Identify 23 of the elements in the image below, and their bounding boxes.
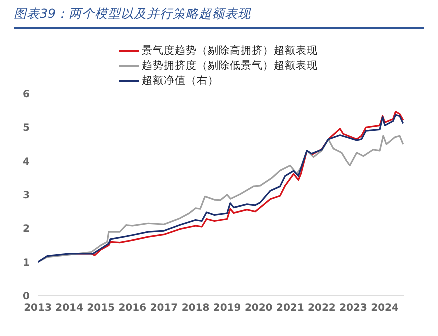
x-tick-label: 2015 [87, 303, 116, 314]
x-tick-label: 2022 [308, 303, 336, 314]
legend-label: 景气度趋势（剔除高拥挤）超额表现 [142, 44, 318, 58]
x-tick-label: 2023 [340, 303, 368, 314]
y-tick-label: 5 [23, 123, 30, 134]
legend-label: 趋势拥挤度（剔除低景气）超额表现 [142, 58, 318, 72]
y-tick-label: 3 [23, 190, 30, 202]
y-tick-label: 6 [23, 90, 30, 101]
x-tick-label: 2021 [276, 303, 304, 314]
x-tick-label: 2018 [182, 303, 210, 314]
x-tick-label: 2024 [371, 303, 400, 314]
x-tick-label: 2017 [150, 303, 178, 314]
x-tick-label: 2016 [118, 303, 147, 314]
chart-title: 图表39：两个模型以及并行策略超额表现 [14, 6, 424, 29]
legend-label: 超额净值（右） [142, 74, 219, 88]
x-tick-label: 2013 [24, 303, 52, 314]
y-tick-label: 0 [23, 292, 30, 303]
x-tick-label: 2014 [56, 303, 84, 314]
y-tick-label: 1 [23, 258, 30, 269]
x-tick-label: 2020 [244, 303, 273, 314]
x-tick-label: 2019 [213, 303, 242, 314]
y-tick-label: 2 [23, 224, 30, 236]
y-tick-label: 4 [23, 156, 30, 168]
